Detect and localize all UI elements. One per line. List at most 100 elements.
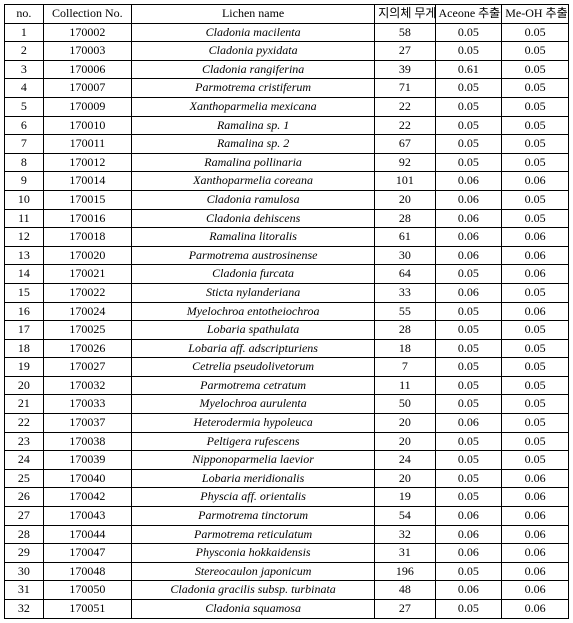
cell-collection: 170042 (43, 488, 131, 507)
cell-meoh: 0.05 (502, 395, 569, 414)
cell-lichen-name: Nipponoparmelia laevior (131, 451, 374, 470)
table-row: 28170044Parmotrema reticulatum320.060.06 (5, 525, 569, 544)
cell-collection: 170039 (43, 451, 131, 470)
cell-acetone: 0.05 (435, 23, 502, 42)
table-row: 3170006Cladonia rangiferina390.610.05 (5, 60, 569, 79)
table-row: 7170011Ramalina sp. 2670.050.05 (5, 135, 569, 154)
cell-meoh: 0.06 (502, 172, 569, 191)
cell-weight: 28 (375, 321, 435, 340)
cell-lichen-name: Parmotrema cetratum (131, 376, 374, 395)
cell-lichen-name: Xanthoparmelia mexicana (131, 97, 374, 116)
cell-meoh: 0.05 (502, 116, 569, 135)
cell-acetone: 0.05 (435, 302, 502, 321)
table-row: 31170050Cladonia gracilis subsp. turbina… (5, 581, 569, 600)
cell-no: 27 (5, 507, 44, 526)
cell-collection: 170003 (43, 42, 131, 61)
col-weight: 지의체 무게(g) (375, 5, 435, 24)
cell-lichen-name: Sticta nylanderiana (131, 283, 374, 302)
cell-meoh: 0.06 (502, 228, 569, 247)
table-row: 2170003Cladonia pyxidata270.050.05 (5, 42, 569, 61)
cell-meoh: 0.06 (502, 544, 569, 563)
cell-weight: 32 (375, 525, 435, 544)
cell-acetone: 0.06 (435, 209, 502, 228)
cell-acetone: 0.06 (435, 190, 502, 209)
cell-acetone: 0.05 (435, 153, 502, 172)
cell-no: 6 (5, 116, 44, 135)
cell-collection: 170026 (43, 339, 131, 358)
table-row: 14170021Cladonia furcata640.050.06 (5, 265, 569, 284)
table-row: 24170039Nipponoparmelia laevior240.050.0… (5, 451, 569, 470)
cell-collection: 170032 (43, 376, 131, 395)
cell-meoh: 0.05 (502, 97, 569, 116)
cell-no: 2 (5, 42, 44, 61)
table-row: 26170042Physcia aff. orientalis190.050.0… (5, 488, 569, 507)
cell-meoh: 0.06 (502, 600, 569, 619)
cell-collection: 170006 (43, 60, 131, 79)
cell-weight: 20 (375, 190, 435, 209)
cell-weight: 50 (375, 395, 435, 414)
cell-weight: 71 (375, 79, 435, 98)
cell-weight: 54 (375, 507, 435, 526)
cell-acetone: 0.06 (435, 581, 502, 600)
cell-collection: 170012 (43, 153, 131, 172)
cell-no: 7 (5, 135, 44, 154)
cell-meoh: 0.06 (502, 562, 569, 581)
cell-collection: 170025 (43, 321, 131, 340)
table-row: 15170022Sticta nylanderiana330.060.05 (5, 283, 569, 302)
cell-collection: 170040 (43, 469, 131, 488)
table-row: 10170015Cladonia ramulosa200.060.05 (5, 190, 569, 209)
cell-lichen-name: Physcia aff. orientalis (131, 488, 374, 507)
cell-acetone: 0.05 (435, 488, 502, 507)
col-collection: Collection No. (43, 5, 131, 24)
cell-meoh: 0.05 (502, 451, 569, 470)
cell-lichen-name: Lobaria spathulata (131, 321, 374, 340)
cell-weight: 18 (375, 339, 435, 358)
cell-acetone: 0.05 (435, 97, 502, 116)
cell-lichen-name: Cladonia gracilis subsp. turbinata (131, 581, 374, 600)
cell-acetone: 0.05 (435, 562, 502, 581)
cell-acetone: 0.05 (435, 600, 502, 619)
cell-weight: 48 (375, 581, 435, 600)
cell-collection: 170033 (43, 395, 131, 414)
cell-lichen-name: Cladonia macilenta (131, 23, 374, 42)
cell-no: 21 (5, 395, 44, 414)
cell-lichen-name: Cladonia dehiscens (131, 209, 374, 228)
cell-acetone: 0.05 (435, 79, 502, 98)
cell-meoh: 0.06 (502, 469, 569, 488)
cell-meoh: 0.05 (502, 153, 569, 172)
cell-no: 3 (5, 60, 44, 79)
cell-lichen-name: Ramalina sp. 2 (131, 135, 374, 154)
cell-meoh: 0.05 (502, 321, 569, 340)
cell-meoh: 0.06 (502, 302, 569, 321)
cell-weight: 30 (375, 246, 435, 265)
cell-weight: 22 (375, 116, 435, 135)
cell-acetone: 0.05 (435, 358, 502, 377)
cell-meoh: 0.05 (502, 60, 569, 79)
cell-acetone: 0.05 (435, 116, 502, 135)
cell-no: 12 (5, 228, 44, 247)
table-row: 8170012Ramalina pollinaria920.050.05 (5, 153, 569, 172)
cell-meoh: 0.05 (502, 283, 569, 302)
cell-acetone: 0.06 (435, 525, 502, 544)
cell-collection: 170016 (43, 209, 131, 228)
cell-no: 11 (5, 209, 44, 228)
cell-acetone: 0.05 (435, 469, 502, 488)
cell-lichen-name: Ramalina pollinaria (131, 153, 374, 172)
cell-lichen-name: Cladonia pyxidata (131, 42, 374, 61)
table-row: 20170032Parmotrema cetratum110.050.05 (5, 376, 569, 395)
cell-meoh: 0.05 (502, 209, 569, 228)
cell-weight: 11 (375, 376, 435, 395)
cell-no: 14 (5, 265, 44, 284)
cell-lichen-name: Xanthoparmelia coreana (131, 172, 374, 191)
cell-acetone: 0.05 (435, 135, 502, 154)
cell-no: 23 (5, 432, 44, 451)
cell-acetone: 0.06 (435, 246, 502, 265)
cell-no: 15 (5, 283, 44, 302)
cell-weight: 196 (375, 562, 435, 581)
col-no: no. (5, 5, 44, 24)
cell-acetone: 0.05 (435, 451, 502, 470)
cell-lichen-name: Cladonia ramulosa (131, 190, 374, 209)
table-row: 18170026Lobaria aff. adscripturiens180.0… (5, 339, 569, 358)
cell-weight: 64 (375, 265, 435, 284)
col-meoh: Me-OH 추출물(g) (502, 5, 569, 24)
